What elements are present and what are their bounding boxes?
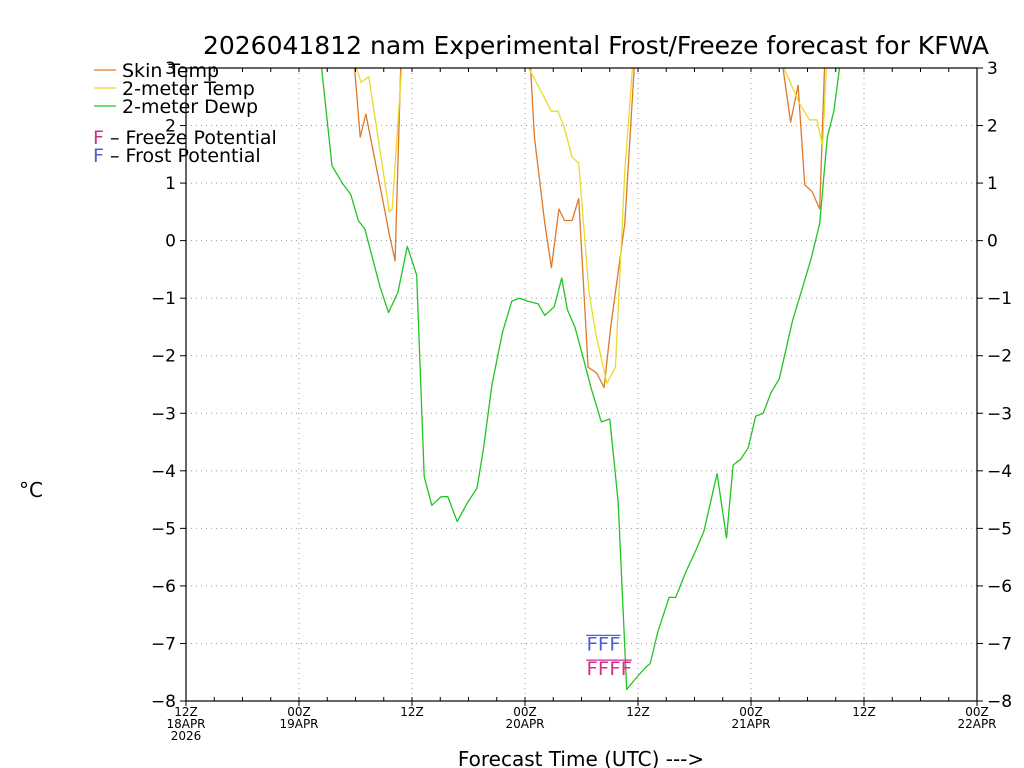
plot-frame bbox=[185, 67, 978, 702]
potential-legend-item: F – Freeze Potential bbox=[93, 127, 277, 149]
y-tick-label: −7 bbox=[151, 634, 176, 654]
y-tick-label-right: −5 bbox=[987, 519, 1012, 539]
y-tick-label-right: 3 bbox=[987, 59, 998, 79]
legend-label: 2-meter Temp bbox=[122, 78, 255, 100]
x-tick-label: 2026 bbox=[171, 729, 202, 743]
grid bbox=[186, 68, 977, 701]
y-tick-label: −1 bbox=[151, 289, 176, 309]
y-tick-label-right: 2 bbox=[987, 117, 998, 137]
axes: −8 −8 −7 −7 −6 −6 −5 −5 −4 −4 −3 −3 −2 −2 −1 −1 0 0 1 1 2 2 3 3… bbox=[151, 59, 1012, 743]
x-tick-label: 18APR bbox=[166, 717, 205, 731]
y-tick-label: −4 bbox=[151, 462, 176, 482]
x-tick-label: 12Z bbox=[400, 705, 424, 719]
y-tick-label: 3 bbox=[165, 59, 176, 79]
y-tick-label-right: −3 bbox=[987, 404, 1012, 424]
series-line-2-meter-temp bbox=[783, 68, 827, 147]
y-tick-label: −5 bbox=[151, 519, 176, 539]
y-tick-label: 0 bbox=[165, 232, 176, 252]
x-tick-label: 00Z bbox=[287, 705, 311, 719]
x-tick-label: 12Z bbox=[626, 705, 650, 719]
potential-legend-marker: F bbox=[93, 127, 104, 149]
y-tick-label-right: −6 bbox=[987, 577, 1012, 597]
y-tick-label: −6 bbox=[151, 577, 176, 597]
series-line-skin-temp bbox=[782, 68, 826, 210]
freeze-potential-marker: FFFF bbox=[586, 658, 632, 680]
frost-potential-marker: FFF bbox=[586, 633, 620, 655]
x-axis-label: Forecast Time (UTC) ---> bbox=[458, 747, 704, 768]
x-tick-label: 21APR bbox=[731, 717, 770, 731]
y-tick-label: 1 bbox=[165, 174, 176, 194]
y-tick-label-right: 0 bbox=[987, 232, 998, 252]
y-tick-label-right: −2 bbox=[987, 347, 1012, 367]
series-line-2-meter-temp bbox=[528, 68, 634, 384]
series-line-2-meter-temp bbox=[355, 68, 403, 213]
potential-legend-item: F – Frost Potential bbox=[93, 145, 261, 167]
series-line-skin-temp bbox=[529, 68, 635, 389]
legend-label: Skin Temp bbox=[122, 60, 219, 82]
series-line-skin-temp bbox=[353, 68, 402, 262]
y-tick-label-right: −1 bbox=[987, 289, 1012, 309]
x-tick-label: 20APR bbox=[505, 717, 544, 731]
y-tick-label: −8 bbox=[151, 692, 176, 712]
legend-label: 2-meter Dewp bbox=[122, 96, 258, 118]
x-tick-label: 12Z bbox=[174, 705, 198, 719]
y-axis-label: °C bbox=[19, 478, 43, 502]
potential-legend-label: – Freeze Potential bbox=[104, 127, 277, 149]
y-tick-label: −2 bbox=[151, 347, 176, 367]
series-line-2-meter-dewp bbox=[320, 68, 841, 691]
series-group bbox=[320, 68, 841, 691]
y-tick-label: 2 bbox=[165, 117, 176, 137]
x-tick-label: 22APR bbox=[957, 717, 996, 731]
chart-title: 2026041812 nam Experimental Frost/Freeze… bbox=[203, 31, 989, 60]
y-tick-label-right: 1 bbox=[987, 174, 998, 194]
potential-legend-label: – Frost Potential bbox=[104, 145, 261, 167]
x-tick-label: 00Z bbox=[739, 705, 763, 719]
x-tick-label: 19APR bbox=[279, 717, 318, 731]
y-tick-label: −3 bbox=[151, 404, 176, 424]
y-tick-label-right: −8 bbox=[987, 692, 1012, 712]
x-tick-label: 00Z bbox=[965, 705, 989, 719]
x-tick-label: 00Z bbox=[513, 705, 537, 719]
y-tick-label-right: −4 bbox=[987, 462, 1012, 482]
potential-legend-marker: F bbox=[93, 145, 104, 167]
y-tick-label-right: −7 bbox=[987, 634, 1012, 654]
x-tick-label: 12Z bbox=[852, 705, 876, 719]
